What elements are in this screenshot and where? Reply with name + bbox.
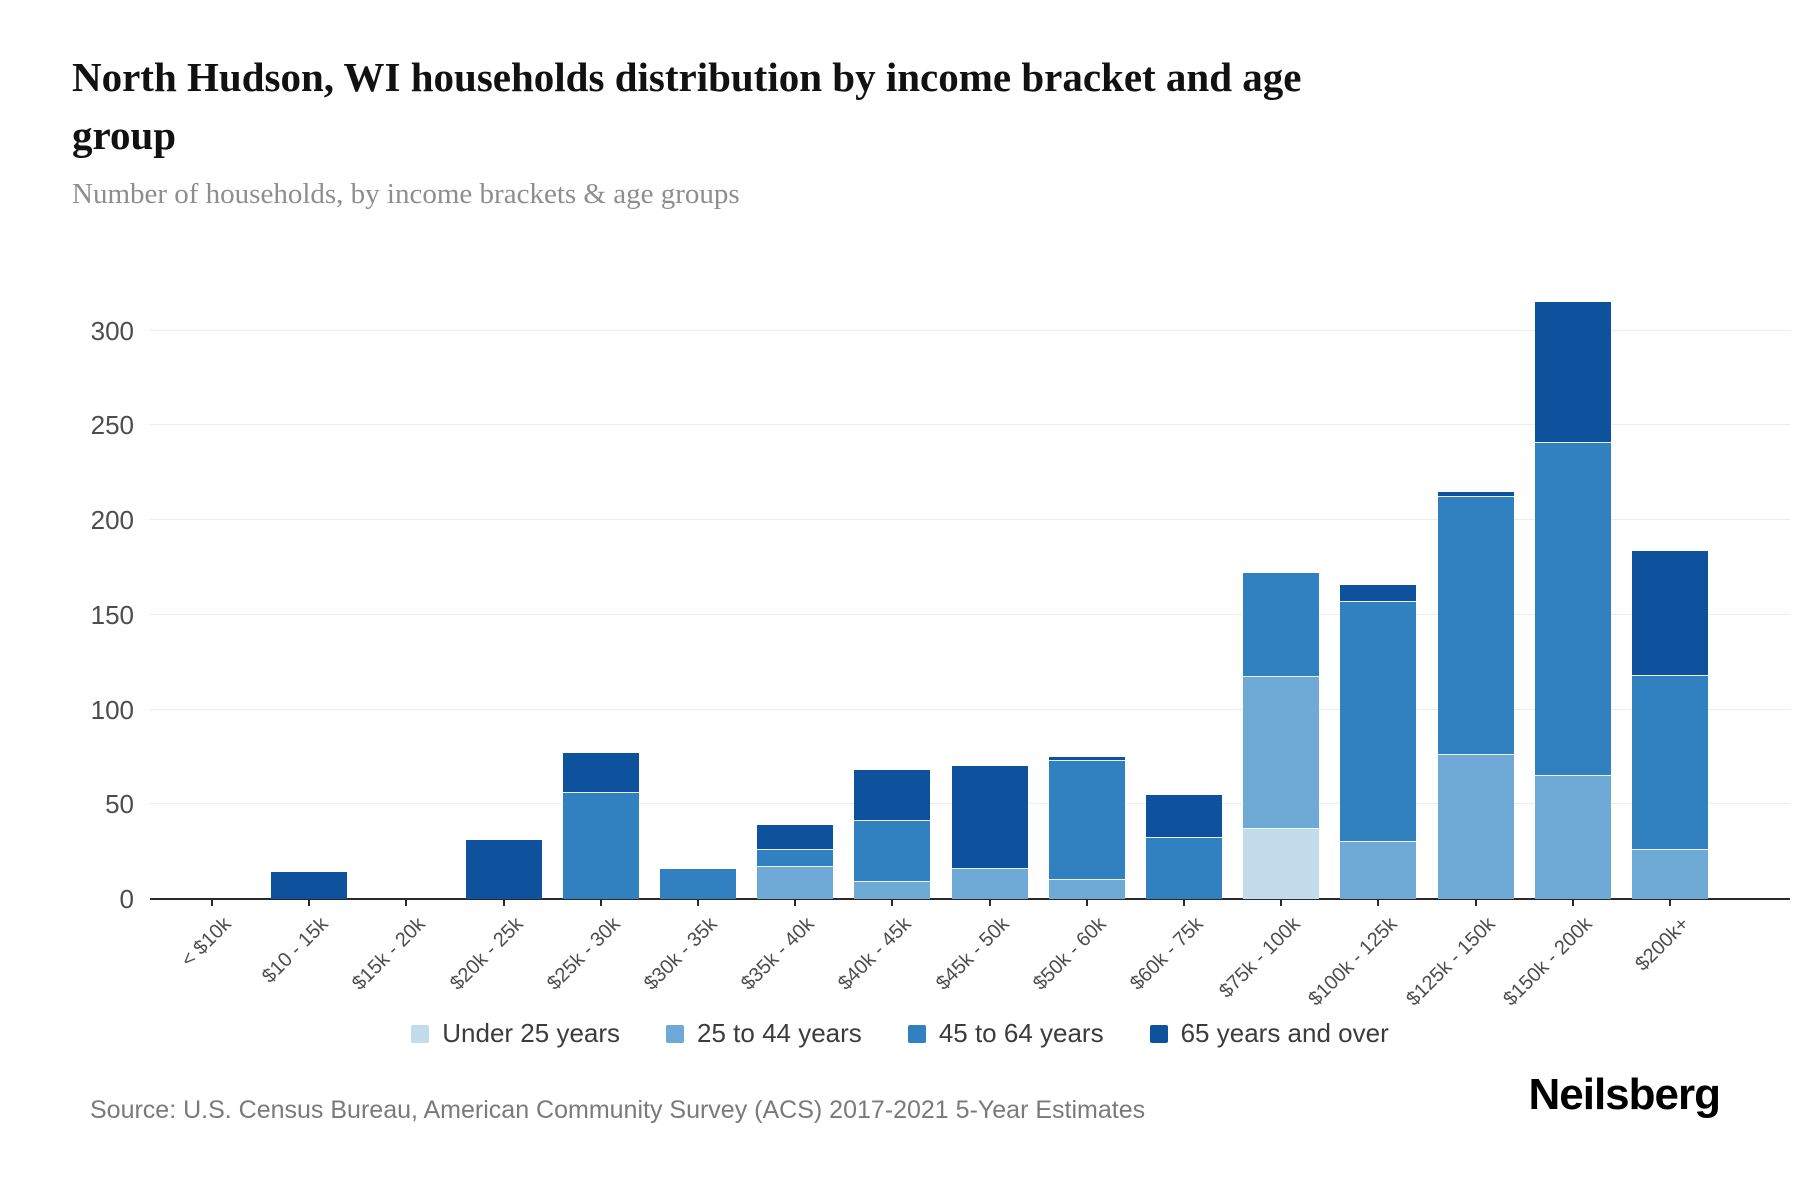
y-axis-tick-label: 200 <box>90 505 134 536</box>
bar-segment-65-years-and-over[interactable] <box>854 770 931 822</box>
legend-item: 25 to 44 years <box>666 1018 862 1049</box>
bar-segment-65-years-and-over[interactable] <box>1534 302 1611 443</box>
bar <box>1534 302 1611 899</box>
x-axis-tick <box>891 899 894 906</box>
x-axis-tick <box>1377 899 1380 906</box>
bar-segment-45-to-64-years[interactable] <box>854 821 931 882</box>
x-axis-tick <box>211 899 213 906</box>
x-axis-tick <box>1669 899 1671 906</box>
bar-segment-65-years-and-over[interactable] <box>465 840 542 899</box>
bar-segment-65-years-and-over[interactable] <box>1632 550 1708 676</box>
x-axis-tick <box>1571 899 1574 906</box>
bar <box>951 766 1028 899</box>
bar <box>1632 550 1708 899</box>
legend-item: 65 years and over <box>1149 1018 1389 1049</box>
gridline <box>150 519 1790 521</box>
bar <box>660 868 736 899</box>
y-axis-tick-label: 0 <box>119 884 134 914</box>
legend-swatch <box>666 1024 685 1043</box>
bar <box>562 753 639 899</box>
bar <box>465 840 542 899</box>
x-axis-tick <box>988 899 991 906</box>
bar-segment-25-to-44-years[interactable] <box>1243 677 1320 829</box>
legend-swatch <box>907 1024 926 1043</box>
bar-segment-65-years-and-over[interactable] <box>271 872 348 899</box>
legend-label: 65 years and over <box>1180 1018 1389 1048</box>
x-axis-tick <box>308 899 311 906</box>
bar-segment-45-to-64-years[interactable] <box>1437 497 1514 756</box>
page-subtitle: Number of households, by income brackets… <box>72 178 740 210</box>
gridline <box>150 424 1790 426</box>
x-axis-tick <box>405 899 408 906</box>
gridline <box>150 329 1790 331</box>
bar-segment-65-years-and-over[interactable] <box>757 825 834 850</box>
x-axis-tick <box>1280 899 1283 906</box>
x-axis-tick <box>1085 899 1088 906</box>
legend-swatch <box>1149 1024 1168 1043</box>
bar-segment-65-years-and-over[interactable] <box>1048 756 1125 761</box>
bar-segment-45-to-64-years[interactable] <box>562 792 639 899</box>
source-text: Source: U.S. Census Bureau, American Com… <box>90 1096 1146 1124</box>
y-axis-tick-label: 250 <box>90 410 134 441</box>
bar-segment-45-to-64-years[interactable] <box>757 849 834 867</box>
gridline <box>150 613 1790 615</box>
page-title: North Hudson, WI households distribution… <box>72 54 1302 159</box>
bar-segment-25-to-44-years[interactable] <box>1437 755 1514 899</box>
bar-segment-45-to-64-years[interactable] <box>1146 838 1222 899</box>
y-axis-tick-label: 100 <box>90 694 134 725</box>
bar <box>271 872 348 899</box>
brand-logo: Neilsberg <box>1528 1070 1721 1119</box>
bar <box>757 825 834 899</box>
legend-swatch <box>411 1024 430 1043</box>
bar-segment-25-to-44-years[interactable] <box>1048 880 1125 899</box>
bar-segment-45-to-64-years[interactable] <box>1340 601 1417 843</box>
x-axis-tick <box>1474 899 1477 906</box>
gridline <box>150 708 1790 710</box>
y-axis-tick-label: 50 <box>105 789 134 820</box>
bar-segment-45-to-64-years[interactable] <box>1534 442 1611 776</box>
bar-segment-45-to-64-years[interactable] <box>1243 573 1320 678</box>
bar-segment-65-years-and-over[interactable] <box>1146 794 1222 839</box>
x-axis-tick <box>1183 899 1185 906</box>
x-axis-line <box>150 898 1790 900</box>
bar <box>1340 584 1417 899</box>
y-axis-tick-label: 150 <box>90 599 134 630</box>
legend: Under 25 years 25 to 44 years 45 to 64 yea… <box>0 1018 1800 1049</box>
x-axis-tick <box>502 899 505 906</box>
x-axis-tick <box>794 899 797 906</box>
bar-segment-65-years-and-over[interactable] <box>951 766 1028 869</box>
legend-label: 25 to 44 years <box>697 1018 862 1048</box>
legend-label: Under 25 years <box>442 1018 621 1048</box>
bar-segment-45-to-64-years[interactable] <box>1048 760 1125 881</box>
bar <box>854 770 931 899</box>
x-axis-tick <box>599 899 602 906</box>
plot-area: 0 50 100 150 200 250 300 < $10k $10 - 15k $15k - … <box>91 255 1790 1010</box>
bar-segment-45-to-64-years[interactable] <box>660 868 736 899</box>
bar-segment-25-to-44-years[interactable] <box>757 866 834 899</box>
bar <box>1243 573 1320 899</box>
bar <box>1048 756 1125 899</box>
bar-segment-25-to-44-years[interactable] <box>1632 849 1708 899</box>
bar <box>1146 794 1222 899</box>
legend-item: Under 25 years <box>411 1018 620 1049</box>
bar-segment-45-to-64-years[interactable] <box>1632 675 1708 850</box>
bar-segment-65-years-and-over[interactable] <box>562 753 639 793</box>
bar-segment-25-to-44-years[interactable] <box>1534 775 1611 899</box>
bar <box>1437 491 1514 899</box>
bar-segment-65-years-and-over[interactable] <box>1437 491 1514 498</box>
bar-segment-25-to-44-years[interactable] <box>854 881 931 899</box>
legend-label: 45 to 64 years <box>938 1018 1104 1048</box>
bar-segment-25-to-44-years[interactable] <box>951 868 1028 899</box>
bar-segment-65-years-and-over[interactable] <box>1340 584 1417 602</box>
bar-segment-under-25-years[interactable] <box>1243 828 1320 899</box>
bar-segment-25-to-44-years[interactable] <box>1340 842 1417 899</box>
y-axis-tick-label: 300 <box>90 315 134 346</box>
legend-item: 45 to 64 years <box>907 1018 1104 1049</box>
x-axis-tick <box>697 899 699 906</box>
